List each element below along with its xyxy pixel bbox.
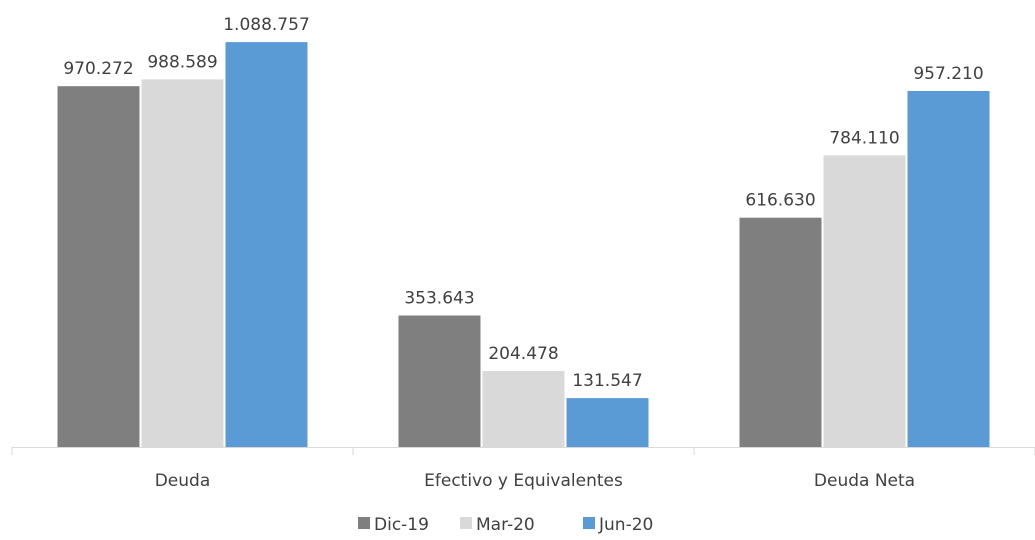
bar-mar-20-1 bbox=[482, 371, 565, 447]
bar-mar-20-2 bbox=[823, 155, 906, 447]
data-label: 1.088.757 bbox=[223, 15, 310, 35]
category-label: Efectivo y Equivalentes bbox=[424, 471, 623, 491]
data-label: 970.272 bbox=[63, 59, 133, 79]
data-label: 957.210 bbox=[913, 64, 983, 84]
x-axis bbox=[11, 447, 1035, 455]
bar-jun-20-1 bbox=[566, 398, 649, 447]
legend-label: Jun-20 bbox=[598, 515, 653, 535]
category-labels: Deuda Efectivo y Equivalentes Deuda Neta bbox=[155, 471, 915, 491]
data-label: 353.643 bbox=[404, 289, 474, 309]
bar-dic-19-1 bbox=[398, 315, 481, 447]
bars-group bbox=[57, 42, 990, 448]
data-label: 131.547 bbox=[572, 371, 642, 391]
category-label: Deuda bbox=[155, 471, 211, 491]
data-label: 204.478 bbox=[488, 344, 558, 364]
category-label: Deuda Neta bbox=[814, 471, 915, 491]
bar-dic-19-2 bbox=[739, 217, 822, 447]
data-labels: 970.272 988.589 1.088.757 353.643 204.478 131… bbox=[63, 15, 983, 391]
legend-label: Dic-19 bbox=[374, 515, 429, 535]
bar-jun-20-0 bbox=[225, 42, 308, 447]
data-label: 988.589 bbox=[147, 52, 217, 72]
legend: Dic-19 Mar-20 Jun-20 bbox=[358, 515, 653, 535]
legend-label: Mar-20 bbox=[476, 515, 535, 535]
legend-swatch-dic-19 bbox=[358, 517, 370, 529]
bar-mar-20-0 bbox=[141, 79, 224, 448]
bar-dic-19-0 bbox=[57, 86, 140, 447]
bar-jun-20-2 bbox=[907, 91, 990, 447]
data-label: 616.630 bbox=[745, 191, 815, 211]
legend-swatch-mar-20 bbox=[460, 517, 472, 529]
data-label: 784.110 bbox=[829, 128, 899, 148]
legend-swatch-jun-20 bbox=[583, 517, 595, 529]
